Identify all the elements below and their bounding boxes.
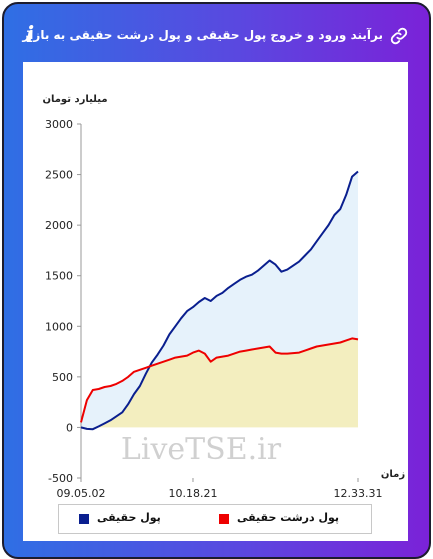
- legend-label-real-money: پول حقیقی: [97, 511, 161, 524]
- link-icon[interactable]: [389, 26, 409, 46]
- legend-swatch-real-money: [79, 514, 89, 524]
- legend-swatch-big-real-money: [219, 514, 229, 524]
- y-tick-label: 2500: [45, 169, 73, 182]
- y-tick-label: 1000: [45, 320, 73, 333]
- legend-item-real-money[interactable]: پول حقیقی: [79, 511, 169, 527]
- x-tick-label: 12.33.31: [334, 487, 383, 500]
- legend-label-big-real-money: پول درشت حقیقی: [237, 511, 340, 524]
- chart-panel: -500 0 500 1000 1500 2000 2500 3000 09.05.02 10.1…: [23, 62, 408, 541]
- y-tick-label: -500: [48, 472, 73, 485]
- x-tick-label: 09.05.02: [57, 487, 106, 500]
- legend-item-big-real-money[interactable]: پول درشت حقیقی: [219, 511, 359, 527]
- real-money-line: [80, 170, 359, 431]
- info-icon[interactable]: i: [25, 22, 35, 48]
- y-tick-label: 3000: [45, 118, 73, 131]
- y-axis-title: میلیارد تومان: [42, 94, 107, 105]
- big-real-money-area: [81, 338, 358, 428]
- y-tick-label: 2000: [45, 219, 73, 232]
- watermark: LiveTSE.ir: [121, 432, 282, 467]
- x-axis-title: زمان: [381, 469, 405, 480]
- chart-legend: پول حقیقی پول درشت حقیقی: [58, 504, 372, 534]
- big-real-money-line: [80, 337, 359, 423]
- y-tick-label: 1500: [45, 270, 73, 283]
- area-chart: -500 0 500 1000 1500 2000 2500 3000 09.05.02 10.1…: [42, 94, 405, 500]
- chart-title: برآیند ورود و خروج پول حقیقی و پول درشت …: [22, 28, 383, 42]
- y-tick-label: 0: [66, 421, 73, 434]
- y-tick-label: 500: [52, 371, 73, 384]
- x-tick-label: 10.18.21: [168, 487, 217, 500]
